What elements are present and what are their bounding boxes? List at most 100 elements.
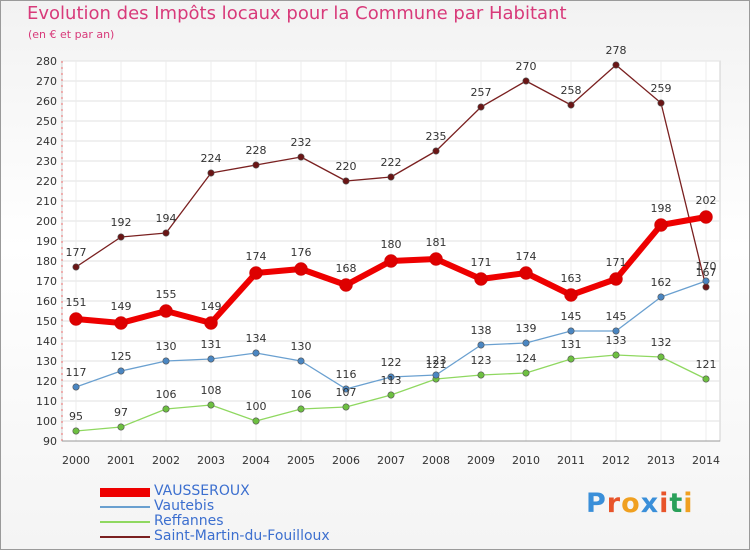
data-point [657,353,665,361]
data-label: 131 [201,338,222,351]
data-point [69,312,83,326]
y-tick-label: 90 [43,435,57,448]
data-label: 180 [381,238,402,251]
data-point [477,103,485,111]
data-point [72,427,80,435]
data-labels: 151 149 155 149 174 176 168 180 181 171 174 163 171 1… [66,44,717,423]
x-tick-label: 2013 [647,454,675,467]
x-tick-label: 2000 [62,454,90,467]
y-tick-label: 190 [36,235,57,248]
data-label: 132 [651,336,672,349]
data-label: 131 [561,338,582,351]
data-point [612,327,620,335]
data-label: 121 [426,358,447,371]
data-point [519,266,533,280]
data-label: 113 [381,374,402,387]
y-tick-label: 210 [36,195,57,208]
data-label: 124 [516,352,537,365]
data-point [657,99,665,107]
data-label: 117 [66,366,87,379]
x-tick-label: 2010 [512,454,540,467]
data-point [72,383,80,391]
data-label: 171 [606,256,627,269]
data-label: 125 [111,350,132,363]
data-point [159,304,173,318]
data-label: 163 [561,272,582,285]
legend-label: VAUSSEROUX [154,483,250,499]
data-point [297,405,305,413]
data-point [162,405,170,413]
logo-letter: x [640,488,660,519]
data-label: 149 [111,300,132,313]
legend-swatch [100,521,150,523]
data-label: 168 [336,262,357,275]
data-point [474,272,488,286]
x-tick-label: 2007 [377,454,405,467]
data-label: 133 [606,334,627,347]
logo-letter: o [621,488,641,519]
data-label: 192 [111,216,132,229]
data-label: 123 [471,354,492,367]
data-point [249,266,263,280]
data-label: 224 [201,152,222,165]
data-label: 174 [246,250,267,263]
data-point [564,288,578,302]
data-label: 130 [156,340,177,353]
data-point [567,355,575,363]
data-label: 177 [66,246,87,259]
data-point [342,385,350,393]
data-label: 162 [651,276,672,289]
data-point [114,316,128,330]
data-point [207,169,215,177]
data-point [432,371,440,379]
data-point [702,375,710,383]
x-tick-label: 2006 [332,454,360,467]
y-tick-label: 110 [36,395,57,408]
data-label: 107 [336,386,357,399]
y-tick-label: 260 [36,95,57,108]
data-label: 258 [561,84,582,97]
data-point [702,277,710,285]
data-label: 278 [606,44,627,57]
data-point [207,401,215,409]
data-label: 257 [471,86,492,99]
x-tick-label: 2012 [602,454,630,467]
series-vausseroux [69,210,713,330]
data-point [297,153,305,161]
legend-swatch [100,487,150,497]
data-label: 123 [426,354,447,367]
data-point [654,218,668,232]
data-label: 138 [471,324,492,337]
data-label: 97 [114,406,128,419]
y-tick-label: 140 [36,335,57,348]
data-point [342,403,350,411]
y-tick-label: 200 [36,215,57,228]
data-point [72,263,80,271]
data-label: 170 [696,260,717,273]
data-label: 167 [696,266,717,279]
data-point [207,355,215,363]
x-tick-label: 2004 [242,454,270,467]
data-point [522,339,530,347]
y-tick-label: 100 [36,415,57,428]
axes: 90 100 110 120 130 140 150 160 170 180 190 200 210 22… [36,55,720,467]
data-point [477,371,485,379]
logo-letter: i [659,488,670,519]
data-label: 116 [336,368,357,381]
x-tick-label: 2014 [692,454,720,467]
legend-label: Saint-Martin-du-Fouilloux [154,528,330,544]
data-label: 108 [201,384,222,397]
data-label: 259 [651,82,672,95]
legend-label: Reffannes [154,513,224,529]
y-tick-label: 150 [36,315,57,328]
data-label: 106 [291,388,312,401]
data-point [612,61,620,69]
series-vautebis [72,277,710,393]
data-label: 174 [516,250,537,263]
data-point [117,423,125,431]
y-tick-label: 120 [36,375,57,388]
x-tick-label: 2001 [107,454,135,467]
logo-letter: i [683,488,694,519]
data-point [567,327,575,335]
data-point [522,369,530,377]
